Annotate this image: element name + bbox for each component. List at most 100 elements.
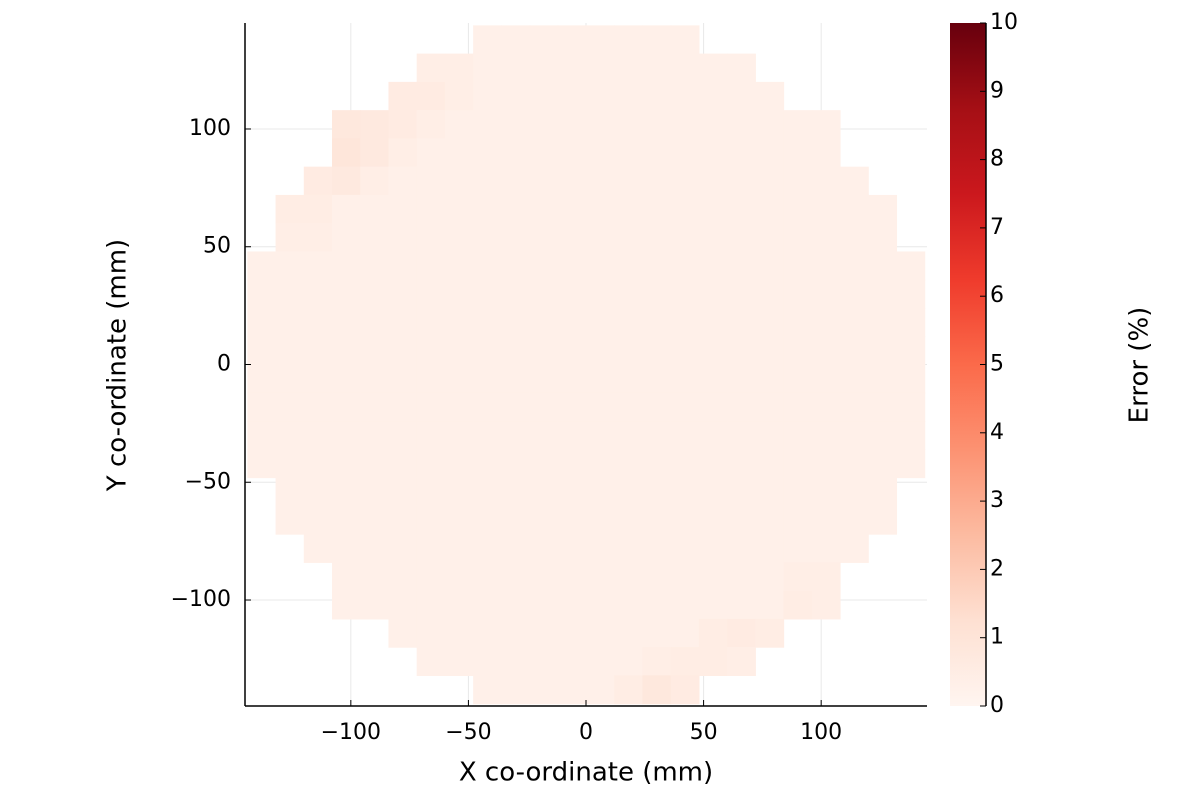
heatmap-cell [811, 364, 841, 394]
heatmap-cell [332, 223, 361, 253]
heatmap-cell [473, 675, 502, 705]
heatmap-cell [332, 138, 361, 168]
heatmap-cell [529, 25, 559, 55]
colorbar-tick-label: 4 [990, 420, 1004, 445]
heatmap-cell [755, 534, 785, 563]
heatmap-cell [670, 53, 700, 83]
heatmap-cell [586, 449, 615, 479]
heatmap-cell [416, 251, 446, 281]
heatmap-cell [332, 562, 361, 592]
heatmap-cell [473, 53, 502, 83]
heatmap-cell [275, 336, 305, 366]
heatmap-cell [670, 25, 700, 55]
heatmap-cell [839, 534, 869, 563]
heatmap-cell [360, 449, 390, 479]
heatmap-cell [586, 505, 615, 535]
heatmap-cell [614, 53, 644, 83]
heatmap-cell [811, 505, 841, 535]
heatmap-cell [388, 166, 418, 196]
heatmap-cell [811, 251, 841, 281]
heatmap-cell [332, 166, 361, 196]
heatmap-cell [360, 534, 390, 563]
heatmap-cell [727, 336, 756, 366]
heatmap-cell [896, 307, 926, 337]
heatmap-cell [614, 618, 644, 648]
heatmap-cell [727, 53, 756, 83]
heatmap-cell [332, 194, 361, 224]
heatmap-cell [670, 392, 700, 422]
heatmap-cell [670, 166, 700, 196]
heatmap-cell [416, 590, 446, 620]
heatmap-cell [811, 223, 841, 253]
heatmap-cell [586, 110, 615, 140]
heatmap-cell [360, 562, 390, 592]
heatmap-cell [896, 251, 926, 281]
heatmap-cell [642, 534, 672, 563]
heatmap-cell [303, 279, 333, 309]
heatmap-cell [755, 449, 785, 479]
heatmap-cell [332, 449, 361, 479]
heatmap-cell [614, 194, 644, 224]
heatmap-cell [332, 477, 361, 507]
heatmap-cell [868, 449, 898, 479]
heatmap-cell [444, 279, 474, 309]
heatmap-cell [388, 364, 418, 394]
heatmap-cell [275, 279, 305, 309]
heatmap-cell [896, 421, 926, 450]
heatmap-cell [416, 53, 446, 83]
heatmap-cell [529, 138, 559, 168]
heatmap-cell [416, 223, 446, 253]
heatmap-cell [614, 477, 644, 507]
heatmap-cell [698, 505, 728, 535]
heatmap-cell [727, 421, 756, 450]
heatmap-cell [755, 138, 785, 168]
heatmap-cell [501, 477, 531, 507]
heatmap-cell [557, 138, 587, 168]
heatmap-cell [727, 562, 756, 592]
heatmap-cell [388, 81, 418, 111]
heatmap-cell [557, 477, 587, 507]
heatmap-cell [388, 421, 418, 450]
heatmap-cell [670, 675, 700, 705]
heatmap-cell [727, 251, 756, 281]
heatmap-cell [247, 279, 277, 309]
heatmap-cell [501, 81, 531, 111]
heatmap-cell [416, 110, 446, 140]
heatmap-cell [670, 534, 700, 563]
heatmap-cell [698, 53, 728, 83]
heatmap-cell [670, 562, 700, 592]
heatmap-cell [642, 675, 672, 705]
colorbar-tick-label: 6 [990, 283, 1004, 308]
heatmap-cell [614, 25, 644, 55]
heatmap-cell [444, 307, 474, 337]
heatmap-cell [698, 166, 728, 196]
heatmap-cell [444, 53, 474, 83]
heatmap-cell [586, 364, 615, 394]
heatmap-cell [868, 251, 898, 281]
heatmap-cell [839, 364, 869, 394]
heatmap-cell [501, 647, 531, 676]
heatmap-cell [642, 81, 672, 111]
heatmap-cell [642, 392, 672, 422]
heatmap-cell [811, 590, 841, 620]
heatmap-cell [416, 534, 446, 563]
heatmap-cell [388, 590, 418, 620]
heatmap-cell [529, 562, 559, 592]
heatmap-cell [473, 421, 502, 450]
heatmap-cell [839, 251, 869, 281]
heatmap-cell [698, 307, 728, 337]
heatmap-cell [473, 166, 502, 196]
heatmap-cell [247, 421, 277, 450]
heatmap-cell [444, 138, 474, 168]
heatmap-cell [811, 138, 841, 168]
heatmap-cell [727, 477, 756, 507]
heatmap-cell [360, 251, 390, 281]
heatmap-cell [444, 477, 474, 507]
colorbar-tick-label: 10 [990, 10, 1018, 35]
heatmap-cell [586, 81, 615, 111]
heatmap-cell [416, 279, 446, 309]
heatmap-cell [529, 477, 559, 507]
heatmap-cell [896, 279, 926, 309]
heatmap-cell [247, 251, 277, 281]
